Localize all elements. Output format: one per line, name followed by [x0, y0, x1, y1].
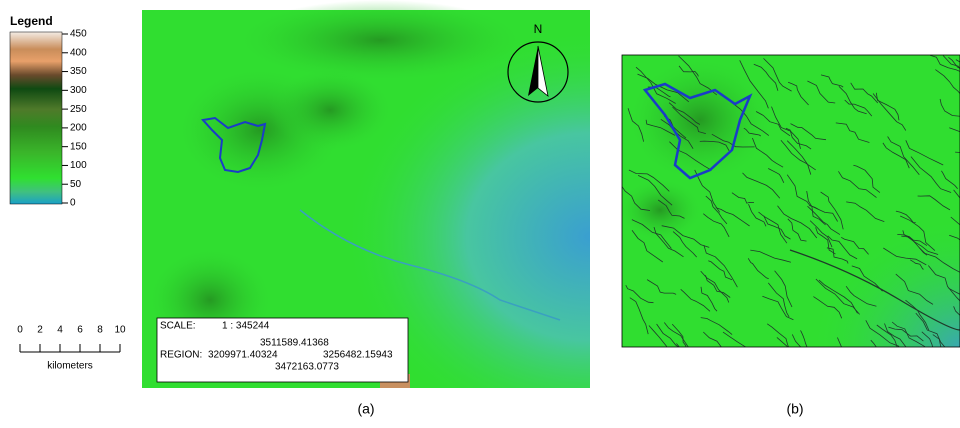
figure: Legend 450 400 350 300 250 200 150 100 50 0 0 2 4 6 8… [0, 0, 960, 423]
legend-tick-label: 200 [70, 123, 87, 134]
legend-title: Legend [10, 14, 53, 28]
scale-tick-label: 10 [114, 325, 126, 336]
scale-tick-label: 8 [97, 325, 103, 336]
scale-tick-label: 2 [37, 325, 43, 336]
scale-label: SCALE: [160, 321, 196, 332]
panel-label: (b) [786, 401, 803, 417]
legend-tick-label: 250 [70, 104, 87, 115]
stream [676, 344, 698, 372]
legend-tick-label: 50 [70, 179, 82, 190]
legend-tick-label: 300 [70, 85, 87, 96]
scale-tick-label: 4 [57, 325, 63, 336]
panel-label: (a) [357, 401, 374, 417]
legend-ticks: 450 400 350 300 250 200 150 100 50 0 [62, 29, 87, 209]
north-label: N [534, 22, 543, 36]
scale-bar: 0 2 4 6 8 10 [17, 325, 126, 352]
legend-tick-label: 450 [70, 29, 87, 40]
legend-tick-label: 0 [70, 198, 76, 209]
legend-tick-label: 350 [70, 66, 87, 77]
region-right: 3256482.15943 [323, 350, 393, 361]
colorbar [10, 32, 62, 204]
scale-value: 1 : 345244 [222, 321, 270, 332]
region-bottom: 3472163.0773 [275, 362, 339, 373]
region-left: 3209971.40324 [208, 350, 278, 361]
legend-tick-label: 100 [70, 160, 87, 171]
scale-tick-label: 6 [77, 325, 83, 336]
scale-tick-label: 0 [17, 325, 23, 336]
legend-tick-label: 150 [70, 141, 87, 152]
legend-tick-label: 400 [70, 47, 87, 58]
region-top: 3511589.41368 [260, 338, 329, 349]
region-label: REGION: [160, 350, 202, 361]
map-b [620, 55, 960, 373]
scale-unit: kilometers [47, 361, 93, 372]
